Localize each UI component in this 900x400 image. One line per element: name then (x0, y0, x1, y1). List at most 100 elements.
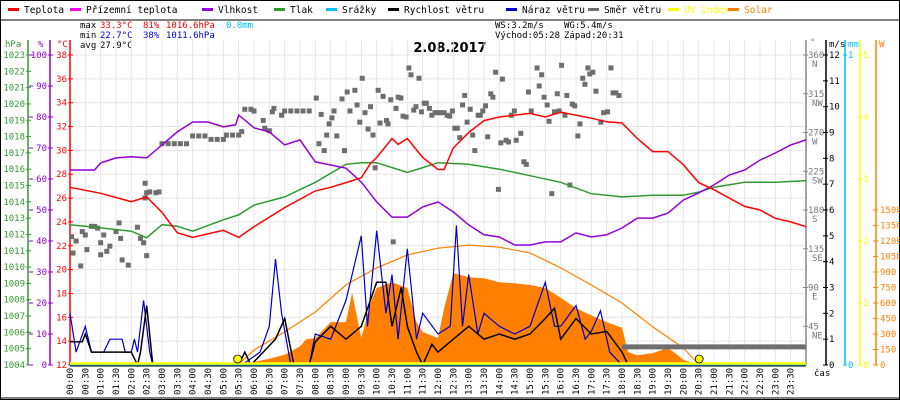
wind-direction-point (490, 94, 496, 100)
axis-ms-tick: 11 (829, 77, 840, 87)
wind-direction-point (107, 243, 113, 249)
stat-wind-speed: WS:3.2m/s (495, 21, 544, 31)
wind-direction-point (119, 257, 125, 263)
legend-label: Vlhkost (218, 5, 258, 16)
axis-w-unit: W (879, 40, 885, 50)
x-tick-label: 20:30 (695, 368, 705, 395)
wind-direction-point (577, 121, 583, 127)
axis-dir-tick: 225 (808, 167, 824, 177)
wind-direction-point (549, 191, 555, 197)
wind-direction-point (598, 119, 604, 125)
wind-direction-point (582, 81, 588, 87)
wind-direction-point (575, 133, 581, 139)
axis-dir-tick: 90 (808, 284, 819, 294)
wind-direction-point (98, 252, 104, 258)
x-tick-label: 15:00 (526, 368, 536, 395)
wind-direction-point (432, 110, 438, 116)
legend-label: Rychlost větru (404, 5, 484, 16)
wind-direction-point (357, 119, 363, 125)
axis-solar-tick: 900 (880, 268, 896, 278)
wind-direction-point (587, 71, 593, 77)
axis-temp-tick: 12 (56, 361, 67, 371)
wind-direction-point (82, 232, 88, 238)
axis-solar-tick: 750 (880, 284, 896, 294)
axis-hpa-tick: 1014 (3, 198, 25, 208)
wind-direction-point (329, 115, 335, 121)
axis-mm-unit: mm (848, 40, 859, 50)
wind-direction-point (521, 159, 527, 165)
axis-humidity-tick: 90 (36, 82, 47, 92)
solar-area (247, 273, 699, 365)
wind-direction-point (92, 223, 98, 229)
axis-hpa-tick: 1023 (3, 51, 25, 61)
wind-direction-point (495, 186, 501, 192)
wind-direction-point (165, 141, 171, 147)
axis-hpa-tick: 1005 (3, 345, 25, 355)
wind-direction-point (572, 103, 578, 109)
x-tick-label: 23:00 (771, 368, 781, 395)
wind-direction-point (352, 87, 358, 93)
axis-dir-unit: ° (810, 38, 815, 48)
wind-direction-point (236, 132, 242, 138)
axis-solar-tick: 450 (880, 315, 896, 325)
wind-direction-point (116, 220, 122, 226)
axis-temp-tick: 30 (56, 146, 67, 156)
x-tick-label: 23:30 (787, 368, 797, 395)
wind-direction-point (590, 69, 596, 75)
wind-direction-point (441, 110, 447, 116)
wind-direction-point (423, 100, 429, 106)
axis-ms-tick: 6 (829, 206, 834, 216)
wind-direction-point (605, 109, 611, 115)
wind-direction-point (202, 133, 208, 139)
axis-temp-tick: 22 (56, 242, 67, 252)
pressure-line (69, 161, 807, 239)
axis-temp-tick: 34 (56, 99, 67, 109)
x-tick-label: 05:30 (235, 368, 245, 395)
x-tick-label: 09:00 (342, 368, 352, 395)
chart-title: 2.08.2017 (413, 41, 486, 56)
wind-direction-point (262, 125, 268, 131)
wind-direction-point (536, 83, 542, 89)
wind-direction-point (485, 134, 491, 140)
x-tick-label: 20:00 (679, 368, 689, 395)
wind-direction-point (506, 139, 512, 145)
wind-direction-point (300, 108, 306, 114)
axis-hpa-tick: 1004 (3, 361, 25, 371)
wind-direction-point (418, 109, 424, 115)
wind-direction-point (393, 105, 399, 111)
axis-hpa-tick: 1018 (3, 133, 25, 143)
wind-direction-point (398, 95, 404, 101)
wind-direction-point (341, 148, 347, 154)
wind-direction-point (98, 240, 104, 246)
wind-direction-point (251, 108, 257, 114)
legend-swatch-5 (388, 8, 399, 11)
legend-swatch-7 (588, 8, 599, 11)
stat-wind-gust: WG:5.4m/s (564, 21, 613, 31)
wind-direction-point (562, 112, 568, 118)
wind-direction-point (73, 238, 79, 244)
wind-direction-point (362, 110, 368, 116)
wind-direction-point (159, 141, 165, 147)
wind-direction-point (525, 89, 531, 95)
legend-swatch-3 (274, 8, 285, 11)
axis-dir-compass: NW (812, 99, 823, 109)
axis-dir-compass: SE (812, 254, 823, 264)
axis-mm-tick: 0 (848, 361, 853, 371)
axis-humidity-tick: 100 (31, 51, 47, 61)
x-tick-label: 03:00 (158, 368, 168, 395)
wind-direction-point (511, 108, 517, 114)
x-tick-label: 08:30 (327, 368, 337, 395)
axis-humidity-tick: 60 (36, 175, 47, 185)
wind-direction-point (354, 102, 360, 108)
wind-gust-line (69, 225, 806, 366)
wind-direction-point (239, 129, 245, 135)
axis-temp-unit: °C (57, 40, 68, 50)
axis-humidity-tick: 10 (36, 330, 47, 340)
axis-dir-tick: 135 (808, 245, 824, 255)
wind-direction-point (613, 90, 619, 96)
axis-ms-tick: 12 (829, 51, 840, 61)
wind-direction-point (449, 108, 455, 114)
axis-uv-tick: 3 (863, 175, 868, 185)
stat-min-hum: 38% (143, 31, 160, 41)
